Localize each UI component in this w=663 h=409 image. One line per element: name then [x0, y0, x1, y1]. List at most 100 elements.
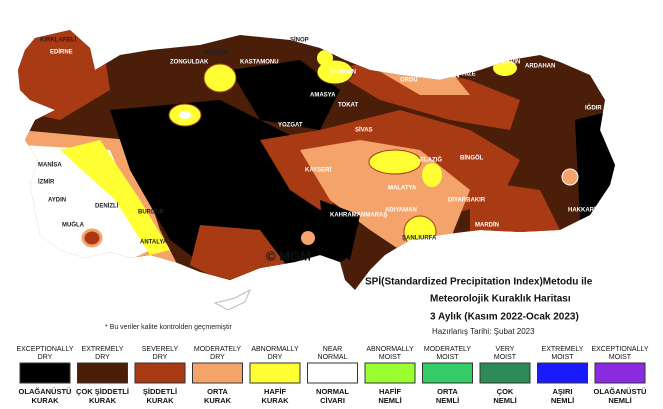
legend-en: DRY [95, 354, 110, 361]
date: Hazırlanış Tarihi: Şubat 2023 [432, 327, 535, 336]
legend-tr: ORTA [207, 387, 228, 396]
city-label: DİYARBAKIR [448, 197, 486, 204]
legend-en: SEVERELY [142, 346, 179, 353]
legend-en: EXTREMELY [542, 346, 584, 353]
legend-tr: OLAĞANÜSTÜ [594, 387, 647, 396]
city-label: RİZE [462, 71, 476, 78]
legend-tr: NEMLİ [436, 396, 459, 405]
city-labels: KIRKLARELİ EDİRNE BARTIN ZONGULDAK SİNOP… [38, 37, 602, 246]
legend-en: DRY [268, 354, 283, 361]
legend-tr: ÇOK ŞİDDETLİ [76, 387, 129, 396]
legend-tr: NEMLİ [378, 396, 401, 405]
legend-en: EXCEPTIONALLY [16, 346, 73, 353]
legend-en: DRY [153, 354, 168, 361]
city-label: KASTAMONU [240, 60, 279, 66]
city-label: BARTIN [205, 51, 228, 57]
legend-tr: KURAK [31, 396, 59, 405]
legend-tr: HAFİF [264, 387, 286, 396]
city-label: MARDİN [475, 222, 499, 229]
legend-tr: ÇOK [497, 387, 514, 396]
city-label: EDİRNE [50, 49, 73, 56]
legend-tr: NEMLİ [551, 396, 574, 405]
legend-tr: ŞİDDETLİ [143, 387, 177, 396]
legend-swatch [422, 362, 473, 384]
city-label: ORDU [400, 78, 418, 84]
legend-en: MODERATELY [194, 346, 242, 353]
city-label: DENİZLİ [95, 203, 119, 210]
copyright: © MGM [266, 248, 311, 263]
legend-tr: KURAK [204, 396, 232, 405]
legend-en: MOIST [609, 354, 632, 361]
title-line: Meteorolojik Kuraklık Haritası [430, 294, 571, 305]
legend-tr: NEMLİ [493, 396, 516, 405]
legend: EXCEPTIONALLYDRYOLAĞANÜSTÜKURAKEXTREMELY… [16, 346, 648, 405]
city-label: MALATYA [388, 186, 417, 192]
legend-en: NEAR [323, 346, 342, 353]
legend-tr: KURAK [146, 396, 174, 405]
legend-swatch [192, 362, 243, 384]
city-label: KAYSERİ [305, 167, 331, 174]
legend-swatch [249, 362, 301, 384]
legend-en: ABNORMALLY [366, 346, 414, 353]
title-line: SPİ(Standardized Precipitation Index)Met… [365, 275, 593, 288]
legend-tr: HAFİF [379, 387, 401, 396]
city-label: SAMSUN [330, 70, 356, 76]
city-label: YOZGAT [278, 123, 303, 129]
city-label: ELAZIĞ [420, 156, 442, 164]
legend-tr: NEMLİ [608, 396, 631, 405]
city-label: İZMİR [38, 179, 55, 186]
city-label: ZONGULDAK [170, 60, 209, 66]
legend-en: MOIST [379, 354, 402, 361]
legend-tr: KURAK [261, 396, 289, 405]
legend-en: EXTREMELY [82, 346, 124, 353]
city-label: TRABZON [430, 74, 459, 80]
legend-en: MOIST [494, 354, 517, 361]
city-label: BURDUR [138, 210, 165, 216]
legend-swatch [594, 362, 646, 384]
legend-tr: ORTA [437, 387, 458, 396]
title-line: 3 Aylık (Kasım 2022-Ocak 2023) [430, 312, 579, 323]
city-label: AMASYA [310, 93, 336, 99]
city-label: ARTVİN [498, 59, 520, 66]
cyprus [213, 288, 251, 311]
legend-en: NORMAL [318, 354, 348, 361]
legend-tr: AŞIRI [552, 387, 572, 396]
city-label: KIRKLARELİ [40, 37, 77, 44]
legend-tr: NORMAL [316, 387, 349, 396]
city-label: ARDAHAN [525, 64, 555, 70]
legend-en: EXCEPTIONALLY [591, 346, 648, 353]
city-label: BİNGÖL [460, 155, 484, 162]
city-label: MUĞLA [62, 221, 85, 229]
city-label: ŞANLIURFA [402, 236, 437, 242]
legend-en: ABNORMALLY [251, 346, 299, 353]
city-label: TOKAT [338, 103, 358, 109]
city-label: SİVAS [355, 127, 373, 134]
legend-tr: OLAĞANÜSTÜ [19, 387, 72, 396]
legend-tr: KURAK [89, 396, 117, 405]
city-label: SİNOP [290, 37, 309, 44]
city-label: KAHRAMANMARAŞ [330, 213, 387, 219]
legend-swatch [307, 362, 358, 384]
city-label: AYDIN [48, 198, 66, 204]
note: * Bu veriler kalite kontrolden geçmemişt… [105, 324, 232, 331]
legend-swatch [19, 362, 71, 384]
legend-en: VERY [496, 346, 515, 353]
legend-tr: CİVARI [320, 396, 345, 405]
legend-swatch [479, 362, 531, 384]
city-label: HAKKARİ [568, 207, 596, 214]
legend-swatch [537, 362, 588, 384]
legend-swatch [77, 362, 128, 384]
legend-en: DRY [210, 354, 225, 361]
legend-swatch [364, 362, 416, 384]
legend-en: MOIST [551, 354, 574, 361]
city-label: ANTALYA [140, 240, 168, 246]
city-label: IĞDIR [585, 104, 602, 112]
legend-en: MOIST [436, 354, 459, 361]
map-regions [18, 30, 615, 290]
legend-swatch [134, 362, 186, 384]
legend-en: DRY [38, 354, 53, 361]
city-label: MANİSA [38, 162, 62, 169]
legend-en: MODERATELY [424, 346, 472, 353]
city-label: ADIYAMAN [385, 208, 417, 214]
